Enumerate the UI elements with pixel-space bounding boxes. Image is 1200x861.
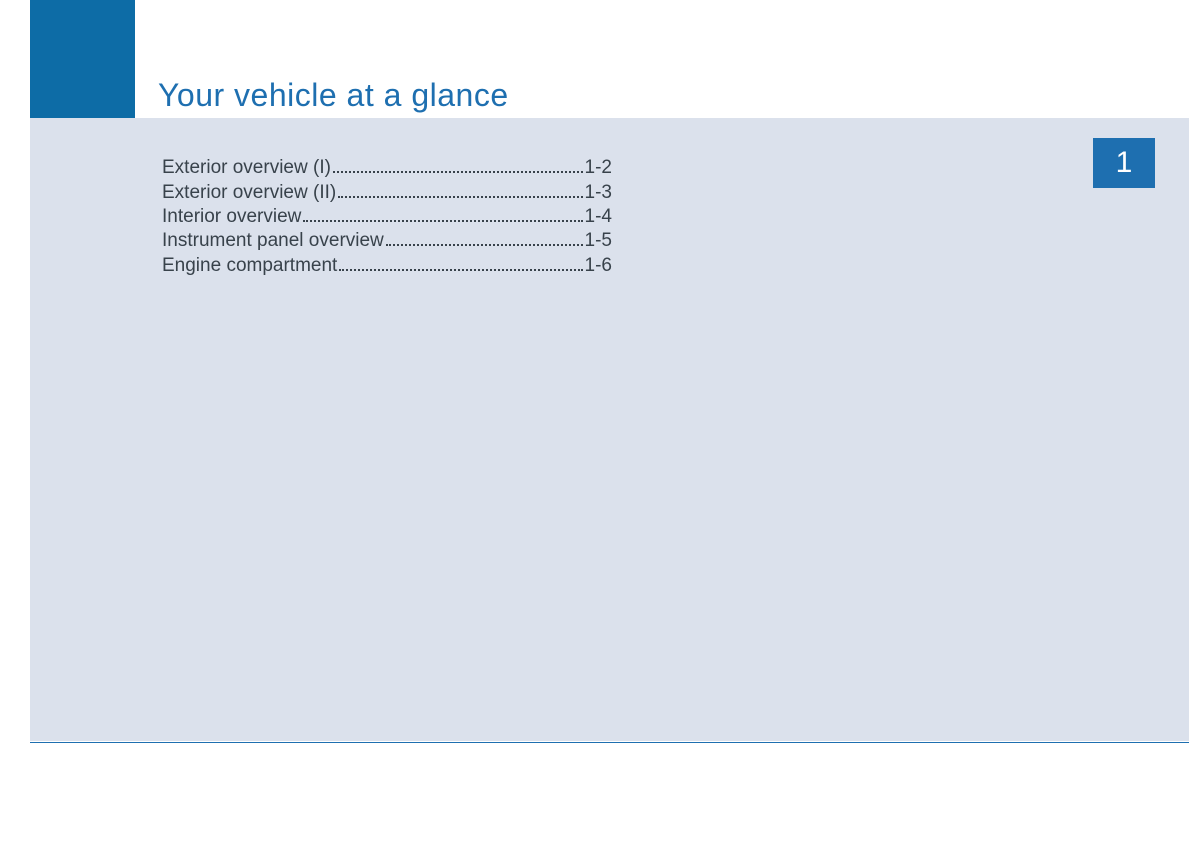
toc-leader-dots xyxy=(339,254,582,271)
toc-label: Exterior overview (II) xyxy=(162,181,336,205)
toc-page: 1-5 xyxy=(585,229,612,253)
toc-row: Instrument panel overview 1-5 xyxy=(162,229,612,253)
toc-page: 1-6 xyxy=(585,254,612,278)
toc-label: Engine compartment xyxy=(162,254,337,278)
toc-row: Interior overview 1-4 xyxy=(162,205,612,229)
table-of-contents: Exterior overview (I) 1-2 Exterior overv… xyxy=(162,156,612,278)
toc-label: Interior overview xyxy=(162,205,301,229)
toc-leader-dots xyxy=(386,229,583,246)
toc-row: Engine compartment 1-6 xyxy=(162,254,612,278)
toc-row: Exterior overview (II) 1-3 xyxy=(162,180,612,204)
toc-label: Instrument panel overview xyxy=(162,229,384,253)
top-accent-block xyxy=(30,0,135,118)
toc-leader-dots xyxy=(338,180,582,197)
toc-page: 1-4 xyxy=(585,205,612,229)
chapter-tab: 1 xyxy=(1093,138,1155,188)
manual-page: Your vehicle at a glance 1 Exterior over… xyxy=(0,0,1200,861)
toc-leader-dots xyxy=(333,156,583,173)
bottom-rule xyxy=(30,742,1189,743)
toc-leader-dots xyxy=(303,205,582,222)
toc-page: 1-2 xyxy=(585,156,612,180)
toc-page: 1-3 xyxy=(585,181,612,205)
section-title: Your vehicle at a glance xyxy=(158,77,509,114)
toc-row: Exterior overview (I) 1-2 xyxy=(162,156,612,180)
toc-label: Exterior overview (I) xyxy=(162,156,331,180)
chapter-number: 1 xyxy=(1116,146,1133,180)
